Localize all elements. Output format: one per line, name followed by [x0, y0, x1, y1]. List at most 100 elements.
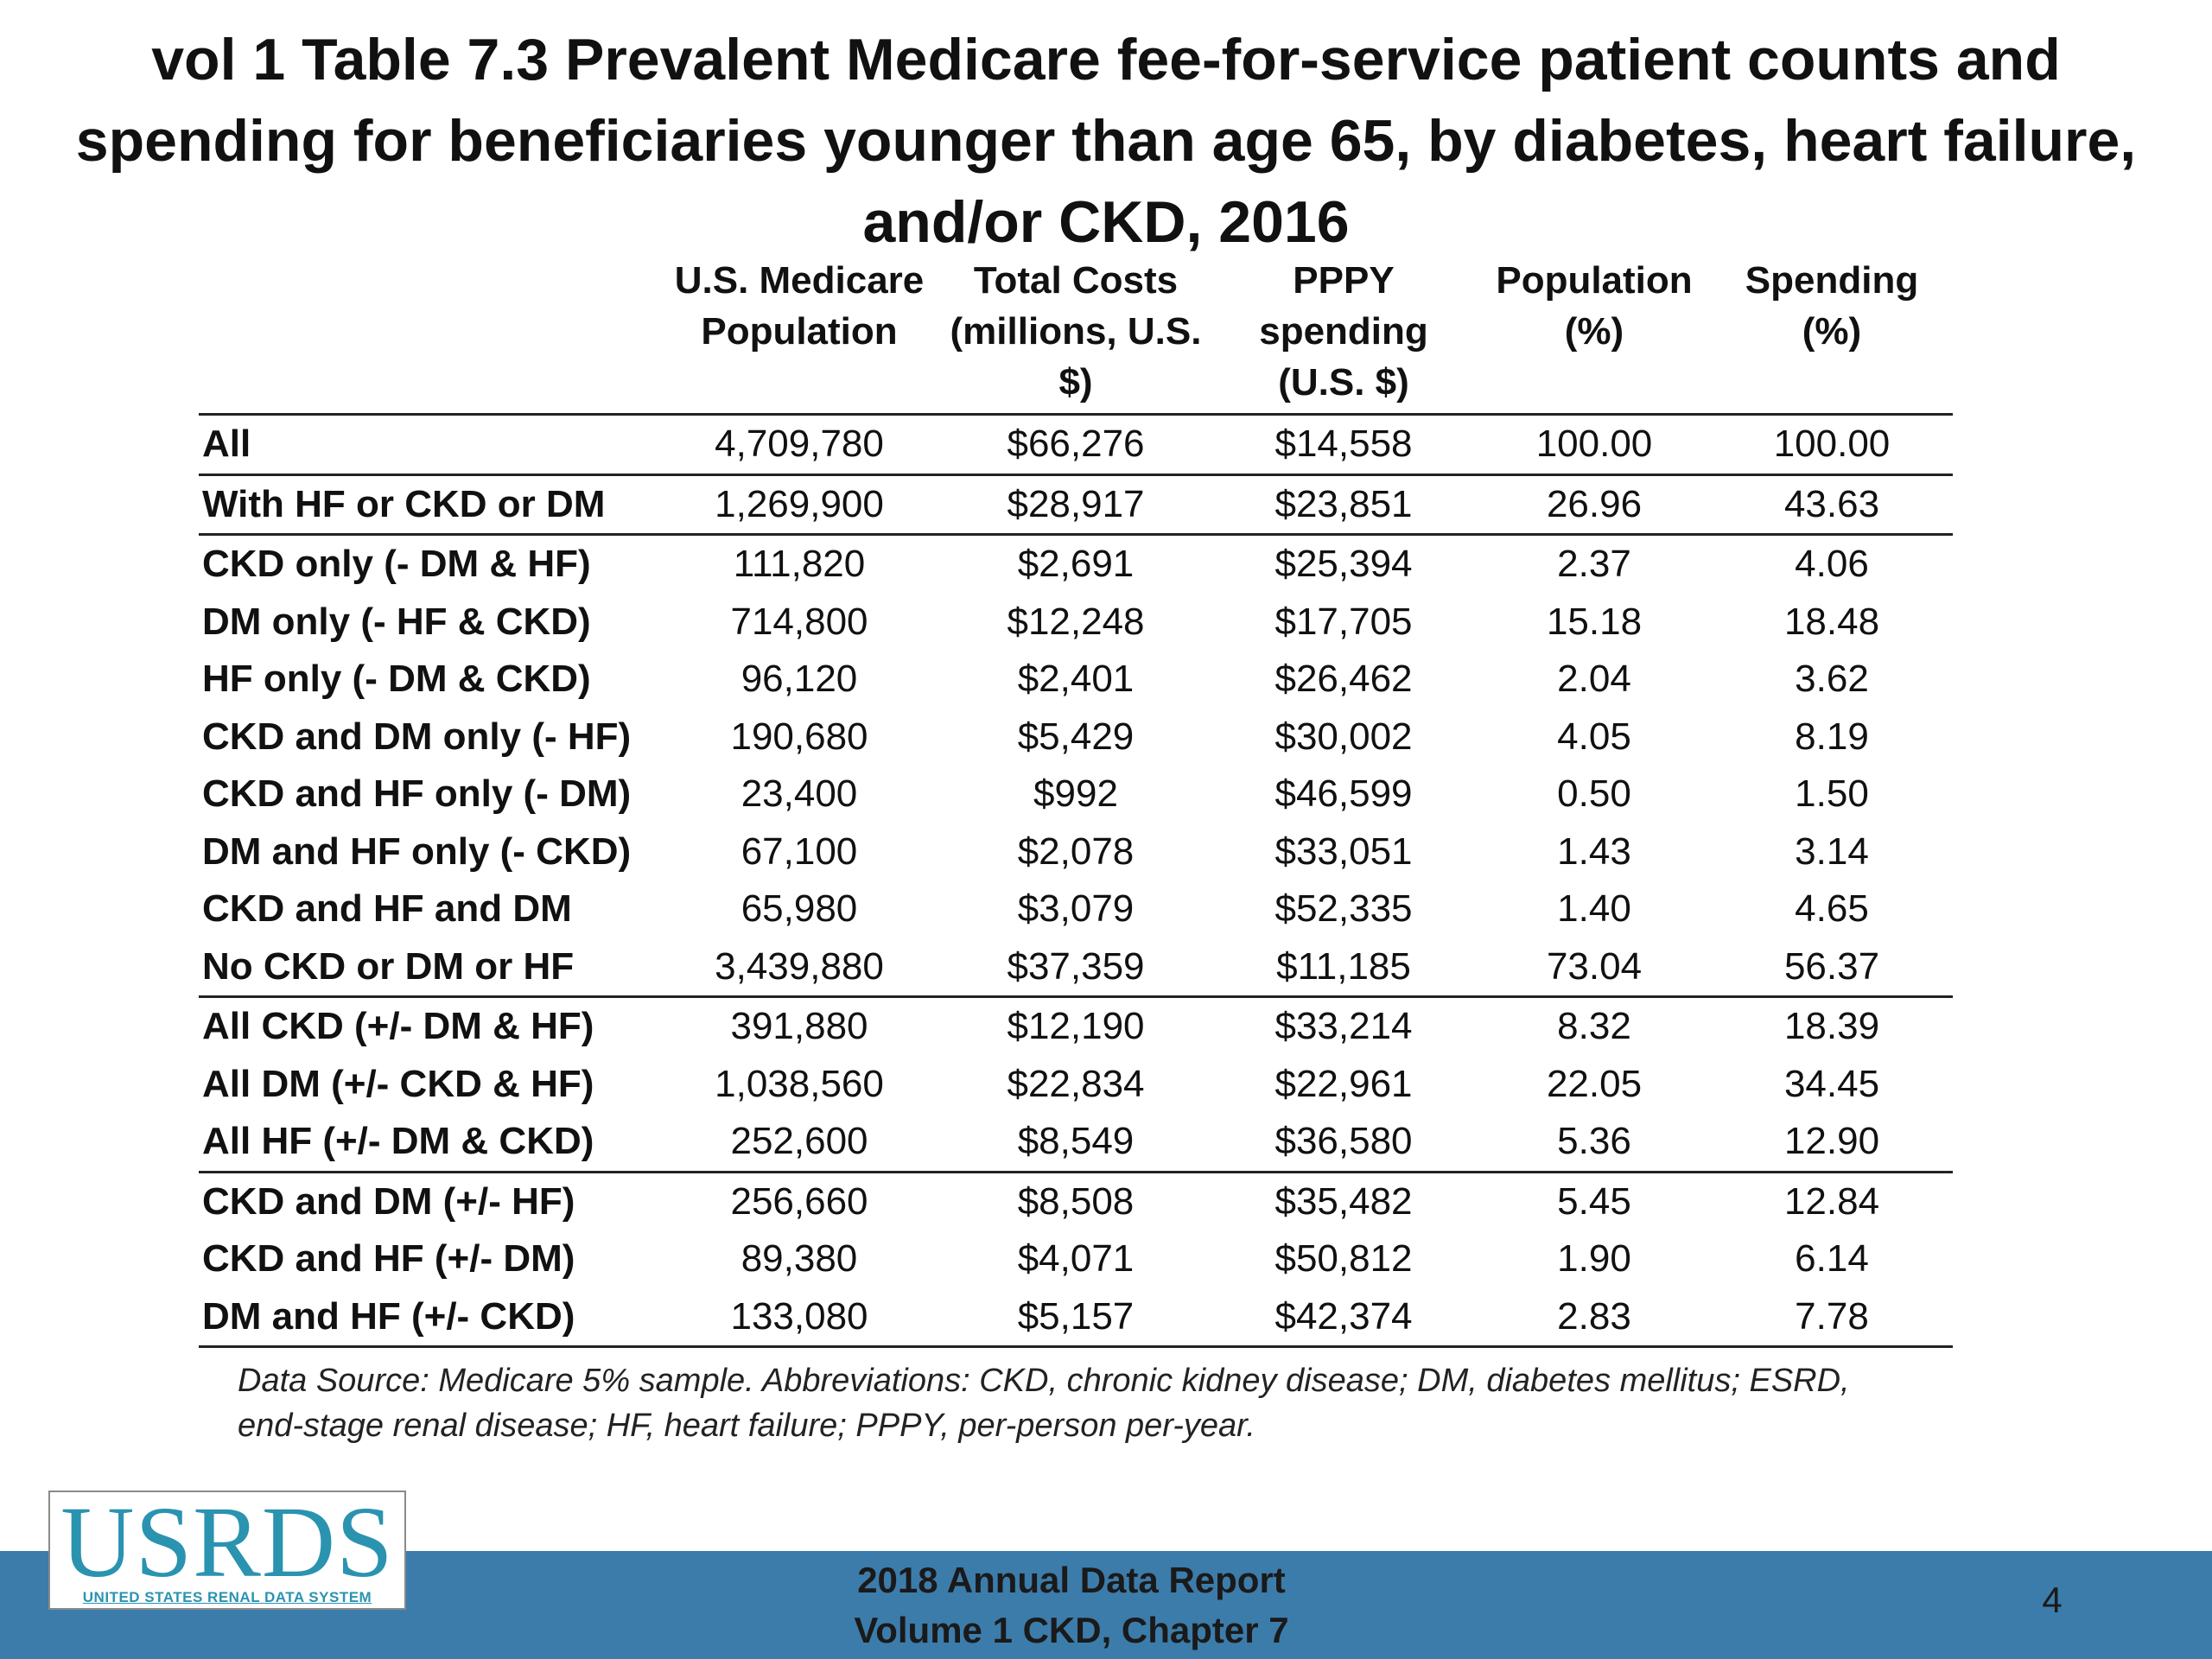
table-cell: 7.78 [1795, 1294, 1869, 1338]
table-cell: $28,917 [1007, 482, 1145, 525]
table-cell: $25,394 [1274, 543, 1413, 586]
header-blank [199, 255, 657, 415]
table-cell: $23,851 [1274, 482, 1413, 525]
table-cell: 96,120 [741, 658, 858, 701]
table-cell: 2.04 [1557, 658, 1631, 701]
table-cell: 0.50 [1557, 772, 1631, 816]
footer-report-title: 2018 Annual Data Report Volume 1 CKD, Ch… [854, 1560, 1289, 1650]
table-cell: 391,880 [730, 1005, 868, 1048]
table-cell: 100.00 [1773, 423, 1891, 466]
table-cell: 67,100 [741, 830, 858, 873]
row-label: DM and HF (+/- CKD) [202, 1294, 575, 1338]
table-cell: $17,705 [1274, 600, 1413, 643]
table-header-row: U.S. Medicare Population Total Costs (mi… [199, 255, 1953, 415]
table-cell: 23,400 [741, 772, 858, 816]
data-table: U.S. Medicare Population Total Costs (mi… [199, 255, 1953, 1348]
table-row: No CKD or DM or HF 3,439,880 $37,359 $11,18… [199, 938, 1953, 997]
table-cell: $8,508 [1017, 1179, 1135, 1223]
table-cell: $14,558 [1274, 423, 1413, 466]
table-cell: 4.05 [1557, 715, 1631, 758]
table-row: With HF or CKD or DM 1,269,900 $28,917 $23,… [199, 474, 1953, 535]
row-label: All [202, 423, 251, 466]
row-label: With HF or CKD or DM [202, 482, 606, 525]
table-cell: 4.65 [1795, 887, 1869, 931]
data-source-note: Data Source: Medicare 5% sample. Abbrevi… [238, 1363, 1850, 1444]
table-row: All HF (+/- DM & CKD) 252,600 $8,549 $36,58… [199, 1113, 1953, 1172]
row-label: CKD and HF and DM [202, 887, 572, 931]
row-label: CKD and DM only (- HF) [202, 715, 632, 758]
table-cell: 43.63 [1783, 482, 1880, 525]
logo-wordmark: USRDS [60, 1485, 394, 1599]
table-cell: 252,600 [730, 1120, 868, 1163]
table-cell: 18.39 [1783, 1005, 1880, 1048]
table-row: CKD and DM (+/- HF) 256,660 $8,508 $35,482 5… [199, 1172, 1953, 1230]
table-cell: 34.45 [1783, 1062, 1880, 1105]
table-row: DM and HF (+/- CKD) 133,080 $5,157 $42,374 2… [199, 1288, 1953, 1347]
table-cell: $26,462 [1274, 658, 1413, 701]
table-cell: 1.43 [1557, 830, 1631, 873]
table-cell: 256,660 [730, 1179, 868, 1223]
table-cell: $5,157 [1017, 1294, 1135, 1338]
table-cell: 714,800 [730, 600, 868, 643]
row-label: All HF (+/- DM & CKD) [202, 1120, 594, 1163]
table-cell: 1.40 [1557, 887, 1631, 931]
row-label: HF only (- DM & CKD) [202, 658, 591, 701]
table-cell: 8.19 [1795, 715, 1869, 758]
table-cell: $2,401 [1017, 658, 1135, 701]
title-line-3: and/or CKD, 2016 [862, 189, 1350, 255]
table-row: CKD and HF only (- DM) 23,400 $992 $46,599 0… [199, 766, 1953, 823]
table-cell: $30,002 [1274, 715, 1413, 758]
table-cell: $33,051 [1274, 830, 1413, 873]
table-cell: 6.14 [1795, 1237, 1869, 1281]
table-cell: $11,185 [1276, 944, 1411, 988]
table-cell: 12.84 [1783, 1179, 1880, 1223]
header-spending-pct: Spending (%) [1745, 259, 1919, 353]
row-label: CKD only (- DM & HF) [202, 543, 591, 586]
table-cell: $992 [1033, 772, 1118, 816]
table-cell: $37,359 [1007, 944, 1145, 988]
table-row: DM and HF only (- CKD) 67,100 $2,078 $33,05… [199, 823, 1953, 881]
table-row: DM only (- HF & CKD) 714,800 $12,248 $17,70… [199, 594, 1953, 652]
table-cell: 4,709,780 [715, 423, 884, 466]
table-cell: $22,961 [1274, 1062, 1413, 1105]
table-cell: 111,820 [733, 543, 866, 586]
table-cell: $36,580 [1274, 1120, 1413, 1163]
row-label: CKD and HF only (- DM) [202, 772, 632, 816]
header-population-pct: Population (%) [1496, 259, 1693, 353]
row-label: DM and HF only (- CKD) [202, 830, 632, 873]
table-cell: $52,335 [1274, 887, 1413, 931]
table-cell: 15.18 [1546, 600, 1643, 643]
table-cell: $50,812 [1274, 1237, 1413, 1281]
table-cell: $42,374 [1274, 1294, 1413, 1338]
table-row: CKD only (- DM & HF) 111,820 $2,691 $25,394… [199, 535, 1953, 594]
table-cell: 3,439,880 [715, 944, 884, 988]
page-number: 4 [2042, 1580, 2063, 1620]
table-cell: 190,680 [730, 715, 868, 758]
row-label: All DM (+/- CKD & HF) [202, 1062, 594, 1105]
title-line-1: vol 1 Table 7.3 Prevalent Medicare fee-f… [151, 27, 2061, 92]
table-cell: $12,190 [1007, 1005, 1145, 1048]
table-cell: $2,078 [1017, 830, 1135, 873]
table-cell: $46,599 [1274, 772, 1413, 816]
table-row: All CKD (+/- DM & HF) 391,880 $12,190 $33,2… [199, 997, 1953, 1056]
table-row: All DM (+/- CKD & HF) 1,038,560 $22,834 $22… [199, 1056, 1953, 1114]
table-cell: $3,079 [1017, 887, 1135, 931]
slide-title: vol 1 Table 7.3 Prevalent Medicare fee-f… [52, 19, 2160, 263]
table-cell: 5.45 [1557, 1179, 1631, 1223]
table-cell: 89,380 [741, 1237, 858, 1281]
table-row: CKD and HF (+/- DM) 89,380 $4,071 $50,812 1.… [199, 1230, 1953, 1288]
row-label: All CKD (+/- DM & HF) [202, 1005, 594, 1048]
table-cell: 73.04 [1546, 944, 1643, 988]
table-cell: 4.06 [1795, 543, 1869, 586]
table-cell: $33,214 [1274, 1005, 1413, 1048]
table-cell: $35,482 [1274, 1179, 1413, 1223]
table-cell: $2,691 [1017, 543, 1135, 586]
table-cell: 8.32 [1557, 1005, 1631, 1048]
table-row: All 4,709,780 $66,276 $14,558 100.00 100.00 [199, 415, 1953, 474]
table-body: All 4,709,780 $66,276 $14,558 100.00 100.00 Wi… [199, 415, 1953, 1347]
table-cell: 2.37 [1557, 543, 1631, 586]
table-row: CKD and HF and DM 65,980 $3,079 $52,335 1.40… [199, 880, 1953, 938]
table-row: CKD and DM only (- HF) 190,680 $5,429 $30,0… [199, 709, 1953, 766]
table-cell: 12.90 [1783, 1120, 1880, 1163]
row-label: No CKD or DM or HF [202, 944, 575, 988]
